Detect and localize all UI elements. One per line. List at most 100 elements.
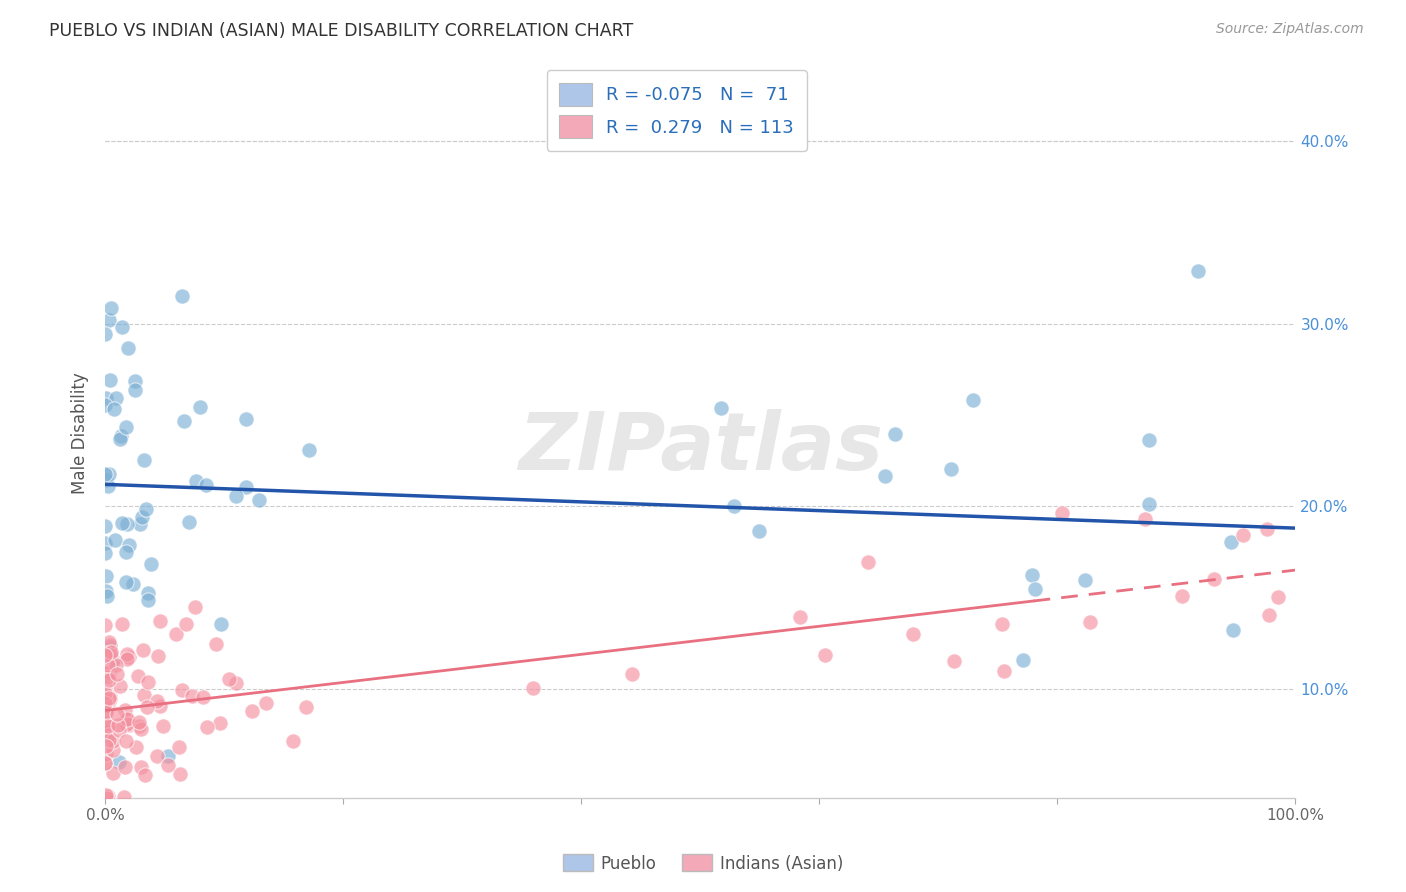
Point [136,592,159,607]
Point [96,670,118,684]
Point [1074,573,1097,587]
Point [97,719,120,733]
Point [856,555,879,569]
Point [149,614,172,628]
Point [1078,615,1101,630]
Point [97,635,120,649]
Point [97,699,120,714]
Point [107,706,129,721]
Point [100,648,122,663]
Point [184,599,207,614]
Point [1171,590,1194,604]
Point [94,646,117,660]
Point [114,702,136,716]
Point [94,725,117,739]
Point [962,392,984,407]
Point [118,538,141,552]
Point [98,690,121,704]
Point [94,747,117,762]
Point [96,473,118,487]
Text: Source: ZipAtlas.com: Source: ZipAtlas.com [1216,22,1364,37]
Point [884,427,907,442]
Point [242,704,264,718]
Point [101,652,124,666]
Point [98,665,121,680]
Point [225,676,247,690]
Point [167,740,190,755]
Legend: R = -0.075   N =  71, R =  0.279   N = 113: R = -0.075 N = 71, R = 0.279 N = 113 [547,70,807,151]
Point [139,557,162,571]
Point [129,722,152,736]
Point [94,618,117,632]
Point [990,616,1012,631]
Point [104,391,127,405]
Point [254,696,277,710]
Point [136,585,159,599]
Point [247,493,270,508]
Text: PUEBLO VS INDIAN (ASIAN) MALE DISABILITY CORRELATION CHART: PUEBLO VS INDIAN (ASIAN) MALE DISABILITY… [49,22,634,40]
Point [1258,607,1281,622]
Point [134,689,156,703]
Point [942,654,965,668]
Point [96,589,118,603]
Point [94,739,117,754]
Point [96,715,118,730]
Point [115,545,138,559]
Point [195,720,218,734]
Point [96,791,118,805]
Point [98,373,121,387]
Point [107,723,129,737]
Point [98,313,121,327]
Point [94,704,117,718]
Point [172,289,194,303]
Point [165,627,187,641]
Point [136,700,159,714]
Point [129,517,152,532]
Point [94,583,117,598]
Point [110,516,132,530]
Point [152,719,174,733]
Point [101,743,124,757]
Point [939,462,962,476]
Point [748,524,770,538]
Point [97,732,120,747]
Point [174,617,197,632]
Point [115,652,138,666]
Point [180,690,202,704]
Point [94,699,117,714]
Point [97,479,120,493]
Point [124,384,146,398]
Point [1133,511,1156,525]
Point [191,690,214,704]
Point [94,519,117,533]
Point [105,667,128,681]
Point [1012,653,1035,667]
Point [122,577,145,591]
Text: ZIPatlas: ZIPatlas [517,409,883,487]
Point [131,510,153,524]
Point [170,682,193,697]
Point [94,756,117,770]
Point [115,711,138,725]
Point [94,666,117,681]
Point [118,649,141,664]
Point [195,477,218,491]
Point [235,412,257,426]
Point [129,759,152,773]
Point [1137,497,1160,511]
Point [814,648,837,662]
Point [96,657,118,672]
Point [209,616,232,631]
Point [149,698,172,713]
Point [1232,528,1254,542]
Point [298,442,321,457]
Point [1220,534,1243,549]
Point [875,469,897,483]
Point [112,790,135,805]
Point [522,681,544,695]
Point [117,717,139,731]
Point [100,645,122,659]
Point [1222,624,1244,638]
Point [136,674,159,689]
Point [101,734,124,748]
